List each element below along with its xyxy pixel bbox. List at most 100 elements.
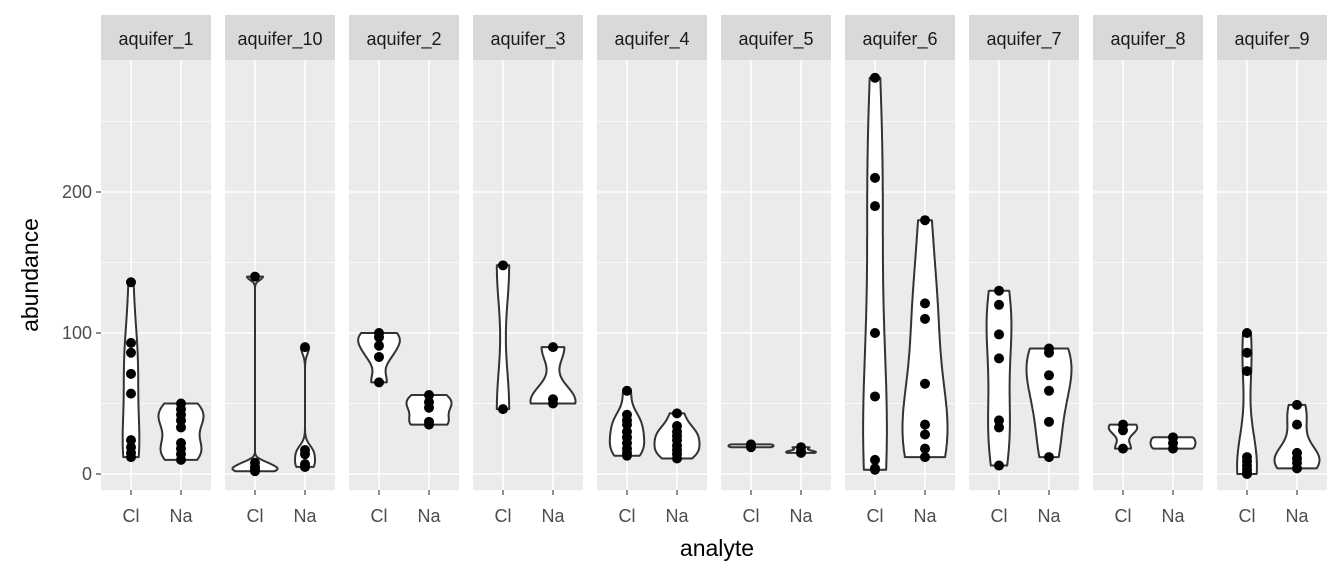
y-tick-label: 0 xyxy=(82,464,92,484)
data-point xyxy=(920,443,930,454)
data-point xyxy=(548,342,558,353)
y-axis-title: abundance xyxy=(17,218,43,332)
data-point xyxy=(250,271,260,282)
data-point xyxy=(1242,366,1252,377)
x-tick-label: Na xyxy=(541,506,565,526)
x-tick-label: Na xyxy=(913,506,937,526)
panel-background xyxy=(473,60,583,490)
facet-strip xyxy=(1217,15,1327,60)
violin-cl xyxy=(495,264,511,411)
facet-strip xyxy=(473,15,583,60)
x-tick-label: Na xyxy=(169,506,193,526)
data-point xyxy=(1044,347,1054,358)
data-point xyxy=(870,328,880,338)
data-point xyxy=(374,351,384,362)
data-point xyxy=(548,398,558,409)
data-point xyxy=(994,299,1004,310)
data-point xyxy=(994,353,1004,364)
data-point xyxy=(1044,416,1054,427)
panel-background xyxy=(1217,60,1327,490)
facet-strip xyxy=(721,15,831,60)
panel-background xyxy=(1093,60,1203,490)
data-point xyxy=(300,461,310,472)
data-point xyxy=(622,419,632,430)
data-point xyxy=(126,277,136,288)
facet-panel: aquifer_5 Cl Na xyxy=(721,15,831,526)
x-tick-label: Cl xyxy=(371,506,388,526)
data-point xyxy=(126,347,136,358)
data-point xyxy=(374,377,384,388)
data-point xyxy=(746,442,756,453)
facet-strip-label: aquifer_6 xyxy=(862,29,937,50)
panel-background xyxy=(721,60,831,490)
facet-strip xyxy=(225,15,335,60)
facet-strip-label: aquifer_10 xyxy=(237,29,322,50)
data-point xyxy=(424,390,434,401)
data-point xyxy=(250,466,260,477)
x-tick-label: Cl xyxy=(743,506,760,526)
data-point xyxy=(300,449,310,460)
data-point xyxy=(920,313,930,324)
data-point xyxy=(920,215,930,226)
data-point xyxy=(374,340,384,351)
facet-strip-label: aquifer_9 xyxy=(1234,29,1309,50)
facet-strip-label: aquifer_4 xyxy=(614,29,689,50)
data-point xyxy=(920,429,930,440)
x-tick-label: Cl xyxy=(1239,506,1256,526)
data-point xyxy=(176,415,186,426)
facet-strip-label: aquifer_2 xyxy=(366,29,441,50)
y-tick-label: 200 xyxy=(62,182,92,202)
data-point xyxy=(796,447,806,458)
data-point xyxy=(176,422,186,433)
data-point xyxy=(1044,370,1054,381)
facet-strip xyxy=(349,15,459,60)
x-tick-label: Cl xyxy=(991,506,1008,526)
x-tick-label: Cl xyxy=(247,506,264,526)
x-tick-label: Cl xyxy=(123,506,140,526)
data-point xyxy=(1242,347,1252,358)
data-point xyxy=(920,452,930,463)
x-axis-title: analyte xyxy=(680,535,754,561)
data-point xyxy=(994,285,1004,296)
facet-panel: aquifer_2 Cl Na xyxy=(349,15,459,526)
data-point xyxy=(920,419,930,430)
data-point xyxy=(1242,328,1252,338)
data-point xyxy=(672,408,682,419)
x-tick-label: Cl xyxy=(619,506,636,526)
data-point xyxy=(870,464,880,475)
data-point xyxy=(176,454,186,465)
data-point xyxy=(994,329,1004,340)
facet-panel: aquifer_10 Cl Na xyxy=(225,15,335,526)
data-point xyxy=(870,454,880,465)
violin-na xyxy=(901,219,949,459)
data-point xyxy=(672,453,682,464)
data-point xyxy=(1044,385,1054,396)
data-point xyxy=(300,342,310,353)
facet-strip xyxy=(845,15,955,60)
data-point xyxy=(920,378,930,389)
data-point xyxy=(424,419,434,430)
facet-strip-label: aquifer_7 xyxy=(986,29,1061,50)
data-point xyxy=(126,452,136,463)
data-point xyxy=(374,332,384,343)
data-point xyxy=(498,260,508,271)
facet-strip xyxy=(101,15,211,60)
facet-strip-label: aquifer_1 xyxy=(118,29,193,50)
violin-cl xyxy=(985,289,1013,467)
data-point xyxy=(870,72,880,83)
data-point xyxy=(498,404,508,415)
data-point xyxy=(870,391,880,402)
data-point xyxy=(126,368,136,379)
x-tick-label: Na xyxy=(1285,506,1309,526)
violin-na xyxy=(1273,403,1321,470)
x-tick-label: Na xyxy=(789,506,813,526)
x-tick-label: Cl xyxy=(1115,506,1132,526)
x-tick-label: Na xyxy=(1037,506,1061,526)
data-point xyxy=(1044,452,1054,463)
data-point xyxy=(1292,419,1302,430)
data-point xyxy=(622,450,632,461)
data-point xyxy=(1118,425,1128,436)
x-tick-label: Cl xyxy=(495,506,512,526)
facet-strip xyxy=(969,15,1079,60)
violin-cl xyxy=(1107,423,1139,450)
